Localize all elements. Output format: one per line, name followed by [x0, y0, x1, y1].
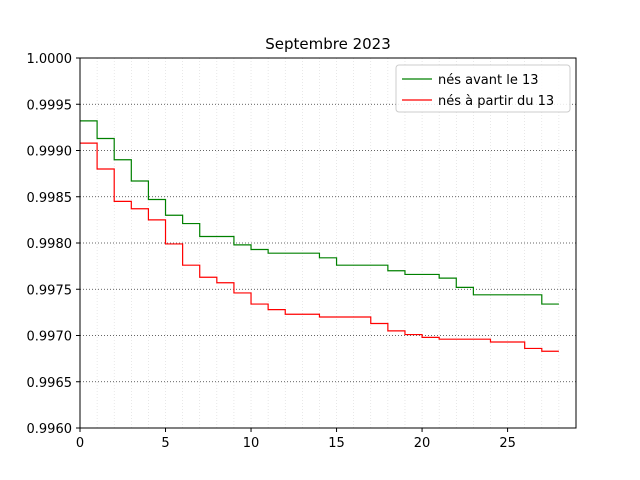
x-tick-label: 20 — [414, 436, 431, 451]
y-tick-label: 0.9980 — [27, 237, 73, 252]
y-tick-label: 0.9975 — [27, 283, 73, 298]
legend-label-0: nés avant le 13 — [438, 73, 539, 88]
x-tick-label: 0 — [76, 436, 84, 451]
x-tick-label: 10 — [243, 436, 260, 451]
legend-label-1: nés à partir du 13 — [438, 94, 554, 109]
legend-box — [395, 64, 571, 113]
x-tick-label: 15 — [328, 436, 345, 451]
y-tick-label: 1.0000 — [27, 52, 73, 67]
legend: nés avant le 13 nés à partir du 13 — [395, 64, 571, 113]
y-tick-label: 0.9990 — [27, 145, 73, 160]
y-tick-label: 0.9985 — [27, 191, 73, 206]
x-tick-label: 5 — [161, 436, 169, 451]
y-tick-label: 0.9970 — [27, 330, 73, 345]
y-axis: 0.9960 0.9965 0.9970 0.9975 0.9980 0.9985 0.99… — [27, 52, 80, 437]
x-axis: 0 5 10 15 20 25 — [76, 428, 516, 451]
y-tick-label: 0.9960 — [27, 422, 73, 437]
x-tick-label: 25 — [499, 436, 516, 451]
y-tick-label: 0.9995 — [27, 98, 73, 113]
series-line-0 — [80, 120, 559, 305]
series-line-1 — [80, 142, 559, 352]
series-layer — [80, 120, 559, 352]
y-tick-label: 0.9965 — [27, 376, 73, 391]
chart-title: Septembre 2023 — [265, 35, 391, 53]
